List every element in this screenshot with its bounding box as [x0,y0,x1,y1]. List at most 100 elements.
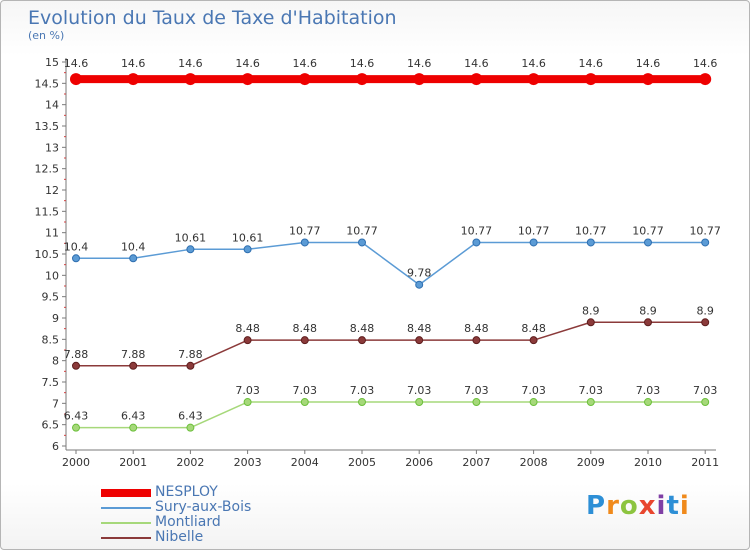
logo-letter: i [656,491,667,521]
data-label: 10.61 [175,231,207,244]
data-point [701,398,710,407]
data-label: 14.6 [350,57,375,70]
data-point [527,73,540,86]
data-label: 14.6 [121,57,146,70]
data-label: 7.03 [579,384,604,397]
data-point [586,318,595,327]
data-point [642,73,654,86]
y-tick-label: 9.5 [42,291,60,304]
data-point [644,398,652,407]
data-label: 14.6 [235,57,260,70]
y-tick-label: 9 [52,312,59,325]
chart-legend: NESPLOY Sury-aux-Bois Montliard Nibelle [101,485,251,545]
data-point [72,361,80,370]
data-label: 8.48 [407,322,432,335]
x-tick-label: 2002 [176,456,204,469]
x-tick-label: 2004 [291,456,319,469]
data-label: 8.48 [521,322,546,335]
data-label: 14.6 [693,57,718,70]
data-label: 6.43 [64,410,89,423]
legend-item-nesploy: NESPLOY [101,485,251,500]
x-tick-label: 2007 [462,456,490,469]
data-label: 14.6 [579,57,604,70]
y-tick-label: 7.5 [42,376,60,389]
series-line-2 [76,401,706,429]
data-point [701,318,710,327]
data-label: 10.4 [64,240,89,253]
data-point [129,361,138,370]
y-tick-label: 13 [45,141,59,154]
data-label: 10.77 [632,224,664,237]
data-label: 10.77 [575,224,607,237]
data-label: 14.6 [407,57,432,70]
logo-letter: o [619,491,639,521]
data-point [699,73,712,86]
data-label: 7.03 [293,384,318,397]
data-label: 8.48 [464,322,489,335]
legend-swatch-sury-aux-bois [101,506,151,509]
data-point [415,336,424,345]
y-tick-label: 6 [52,440,59,453]
logo-letter: x [638,491,657,521]
data-point [358,336,366,345]
data-label: 8.9 [639,304,657,317]
logo-letter: t [666,491,680,521]
y-tick-label: 11.5 [35,205,60,218]
data-label: 8.48 [350,322,375,335]
legend-swatch-nibelle [101,536,151,539]
data-point [243,245,252,254]
data-point [186,361,195,370]
data-point [186,245,195,254]
x-tick-label: 2006 [405,456,433,469]
data-label: 14.6 [636,57,661,70]
data-point [586,238,595,247]
data-label: 9.78 [407,267,432,280]
data-point [129,254,138,263]
y-tick-label: 12.5 [35,163,60,176]
legend-item-montliard: Montliard [101,515,251,530]
data-label: 10.77 [518,224,550,237]
y-tick-label: 6.5 [42,419,60,432]
x-tick-label: 2008 [520,456,548,469]
legend-label-nesploy: NESPLOY [155,484,218,500]
data-label: 7.88 [178,348,203,361]
data-point [298,73,311,86]
data-label: 8.9 [582,304,600,317]
data-label: 14.6 [64,57,89,70]
x-tick-label: 2000 [62,456,90,469]
y-tick-label: 11 [45,227,59,240]
y-tick-label: 8.5 [42,333,60,346]
data-point [529,238,538,247]
series-line-3 [76,321,706,367]
legend-swatch-nesploy [101,488,151,497]
data-label: 7.03 [693,384,718,397]
data-point [72,254,80,263]
data-point [184,73,197,86]
legend-label-nibelle: Nibelle [155,529,204,545]
chart-title: Evolution du Taux de Taxe d'Habitation [28,7,397,29]
x-tick-label: 2003 [234,456,262,469]
data-point [358,238,366,247]
y-tick-label: 12 [45,184,59,197]
y-tick-label: 14 [45,99,59,112]
series-line-1 [76,241,706,286]
data-label: 6.43 [178,410,203,423]
data-point [243,398,252,407]
data-label: 7.03 [350,384,375,397]
data-point [472,238,481,247]
data-label: 10.77 [461,224,493,237]
y-tick-label: 15 [45,56,59,69]
legend-label-montliard: Montliard [155,514,221,530]
data-label: 7.88 [121,348,146,361]
data-label: 10.77 [689,224,721,237]
legend-item-sury-aux-bois: Sury-aux-Bois [101,500,251,515]
data-point [415,280,424,289]
y-tick-label: 14.5 [35,77,60,90]
data-point [415,398,424,407]
data-label: 10.77 [289,224,321,237]
data-point [701,238,710,247]
data-label: 14.6 [464,57,489,70]
data-point [356,73,368,86]
